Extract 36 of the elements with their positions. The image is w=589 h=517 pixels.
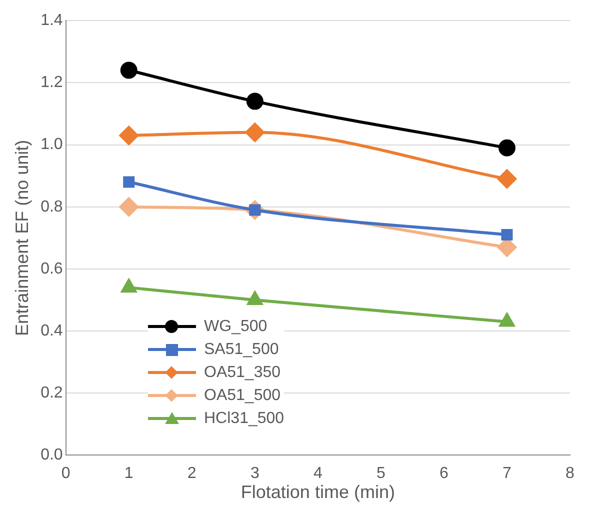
legend-label: OA51_350 (204, 364, 281, 382)
y-tick-label: 0.2 (40, 384, 63, 402)
y-tick-label: 0.4 (40, 322, 63, 340)
x-tick-label: 8 (566, 465, 575, 482)
x-tick-label: 2 (187, 465, 196, 482)
x-tick-label: 4 (313, 465, 322, 482)
point (119, 197, 138, 216)
x-tick-label: 7 (502, 465, 512, 482)
x-axis-title: Flotation time (min) (240, 482, 395, 502)
x-tick-label: 6 (440, 465, 449, 482)
point (123, 176, 135, 188)
point (497, 169, 516, 188)
y-tick-label: 1.0 (40, 136, 63, 154)
y-tick-label: 1.2 (40, 74, 63, 92)
y-tick-label: 1.4 (40, 12, 63, 30)
point (499, 313, 515, 327)
point (245, 122, 264, 142)
point (119, 126, 138, 145)
x-tick-label: 0 (61, 465, 70, 482)
x-tick-label: 5 (376, 465, 386, 482)
x-tick-label: 1 (124, 465, 134, 482)
legend-label: OA51_500 (204, 386, 281, 404)
point (501, 229, 513, 241)
x-tick-label: 3 (250, 465, 260, 482)
point (246, 92, 264, 110)
legend-label: WG_500 (204, 318, 268, 336)
legend-label: HCl31_500 (204, 410, 284, 428)
point (121, 279, 136, 293)
y-tick-label: 0.6 (40, 260, 63, 278)
point (247, 291, 262, 305)
y-axis-title: Entrainment EF (no unit) (12, 140, 32, 336)
point (120, 62, 138, 79)
point (498, 139, 516, 156)
y-tick-label: 0.0 (40, 446, 63, 464)
y-tick-label: 0.8 (40, 198, 63, 216)
legend-label: SA51_500 (204, 340, 279, 358)
